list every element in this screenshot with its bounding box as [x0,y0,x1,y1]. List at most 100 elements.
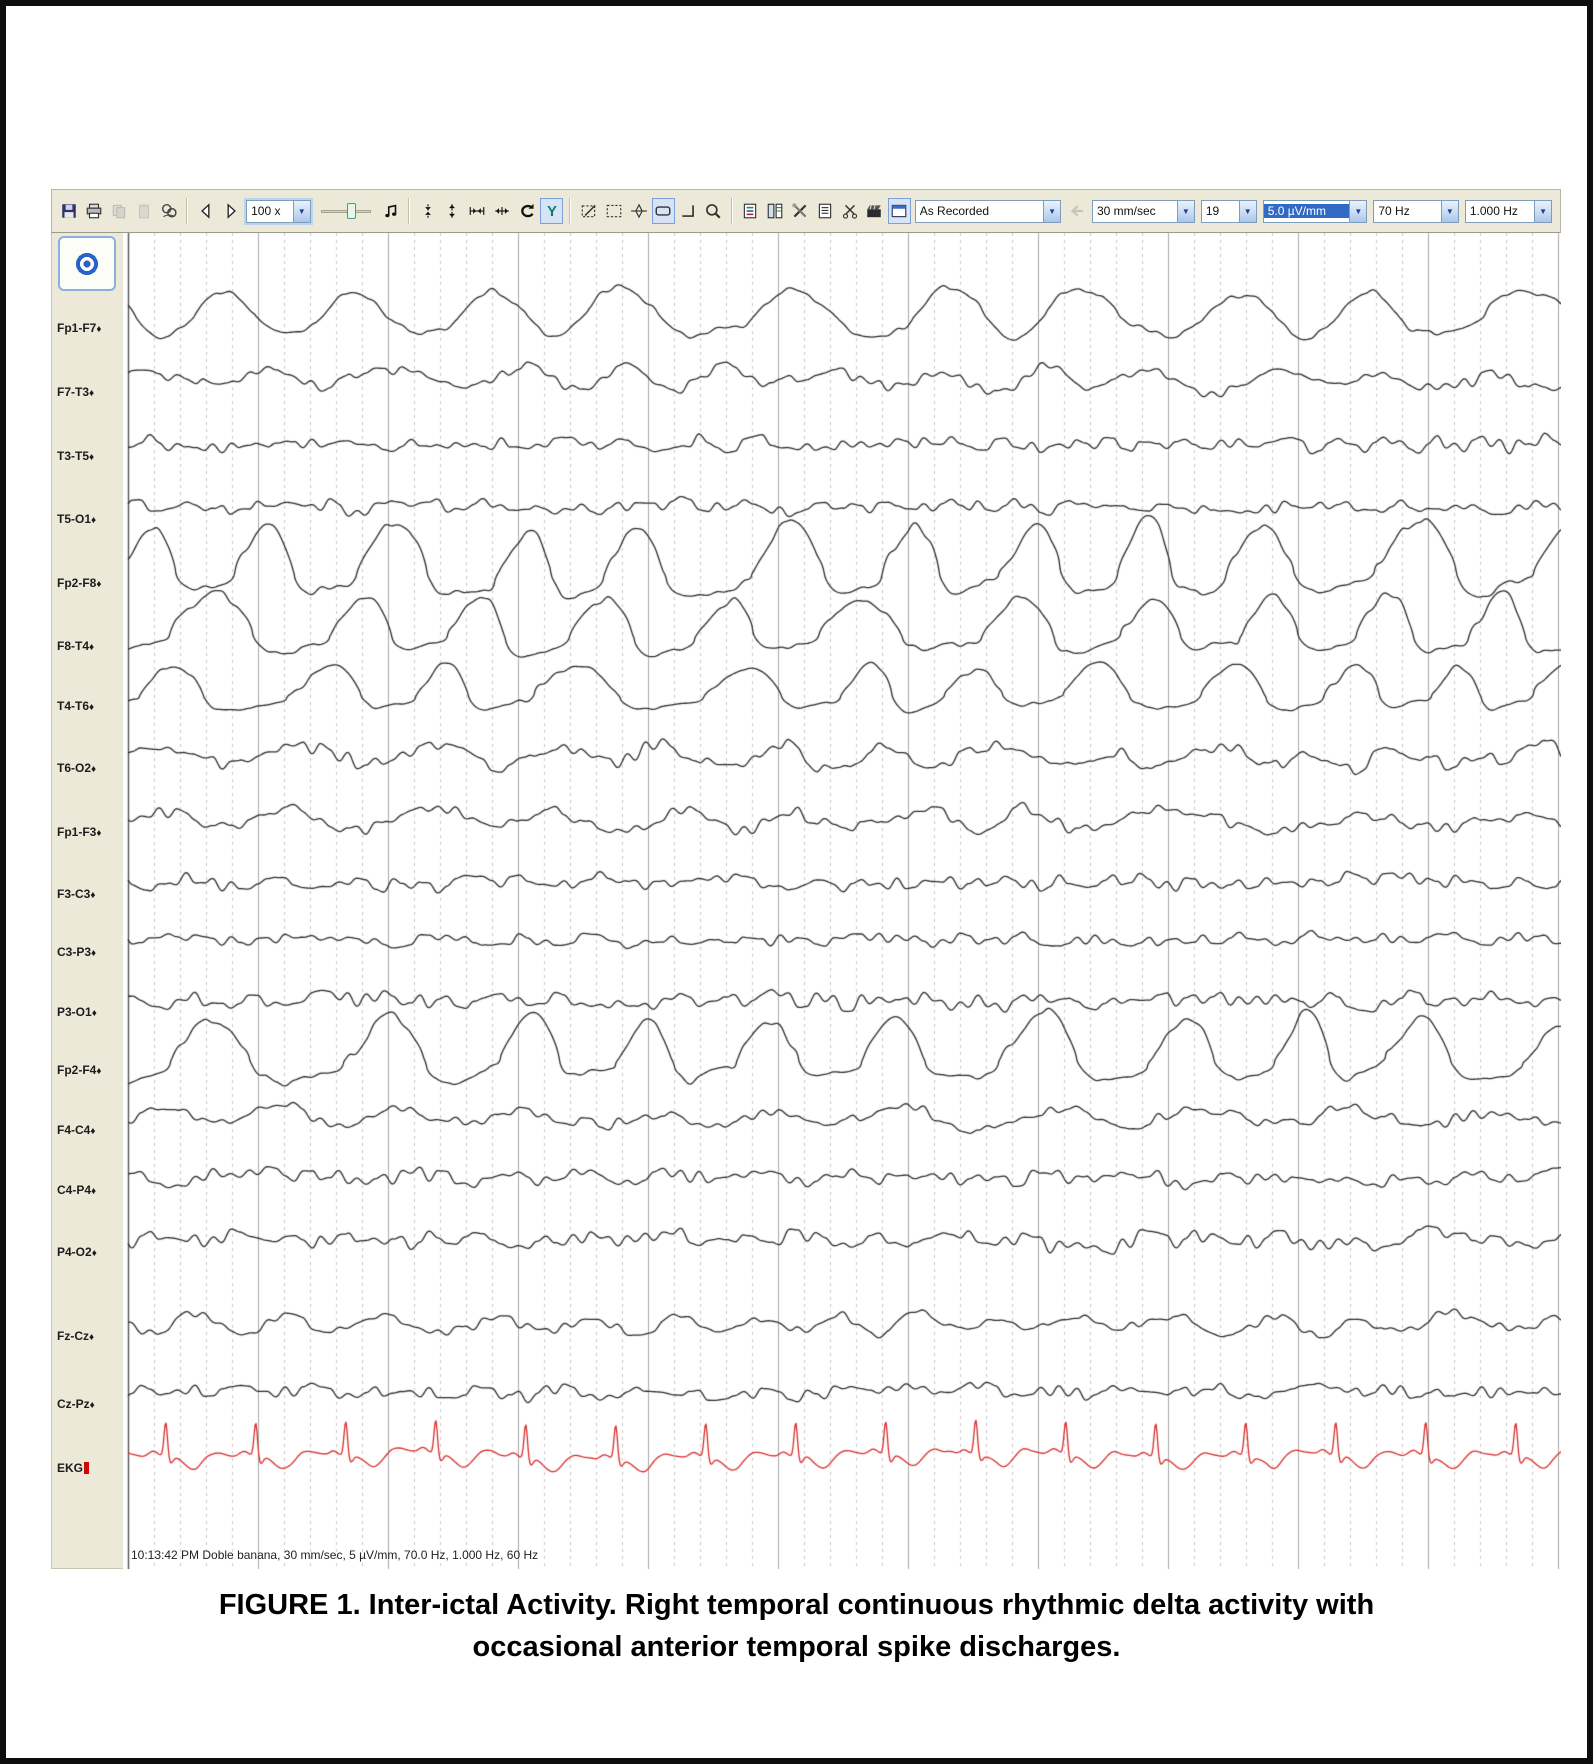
caption-line1: FIGURE 1. Inter-ictal Activity. Right te… [218,1589,1375,1621]
compress-rows-button[interactable] [416,198,439,224]
channel-label-p4-o2[interactable]: P4-O2♦ [57,1245,97,1261]
montage-editor-button[interactable] [763,198,786,224]
channel-label-f4-c4[interactable]: F4-C4♦ [57,1123,95,1139]
montage-dropdown[interactable]: As Recorded ▼ [914,199,1062,223]
next-page-button[interactable] [219,198,242,224]
speed-slider[interactable] [320,201,372,221]
save-icon [60,202,78,220]
save-button[interactable] [58,198,81,224]
report-icon [741,202,759,220]
figure-caption: FIGURE 1. Inter-ictal Activity. Right te… [6,1584,1587,1668]
channel-label-t3-t5[interactable]: T3-T5♦ [57,449,94,465]
audio-button[interactable] [379,198,402,224]
channel-name: F7-T3 [57,385,90,399]
zoom-tool-icon [704,202,722,220]
ekg-marker-bar [84,1462,90,1474]
channel-label-f7-t3[interactable]: F7-T3♦ [57,385,94,401]
channel-diamond-marker: ♦ [89,1400,95,1411]
select-box-button[interactable] [602,198,625,224]
y-axis-tool-icon: Y [543,202,561,220]
channel-label-c4-p4[interactable]: C4-P4♦ [57,1183,96,1199]
scissors-button[interactable] [838,198,861,224]
next-page-icon [222,202,240,220]
channel-label-f3-c3[interactable]: F3-C3♦ [57,887,95,903]
low_filter-dropdown[interactable]: 1.000 Hz ▼ [1464,199,1553,223]
video-icon [865,202,883,220]
channel-label-fz-cz[interactable]: Fz-Cz♦ [57,1329,94,1345]
channels-dropdown[interactable]: 19 ▼ [1200,199,1257,223]
window-layout-button[interactable] [887,198,911,224]
chevron-down-icon[interactable]: ▼ [1043,200,1061,222]
channel-label-p3-o1[interactable]: P3-O1♦ [57,1005,97,1021]
expand-time-button[interactable] [491,198,514,224]
channel-label-fp1-f3[interactable]: Fp1-F3♦ [57,825,101,841]
y-axis-tool-button[interactable]: Y [540,198,564,224]
channel-diamond-marker: ♦ [96,1066,102,1077]
tools-button[interactable] [788,198,811,224]
scissors-icon [841,202,859,220]
channel-diamond-marker: ♦ [96,828,102,839]
chevron-down-icon[interactable]: ▼ [1238,200,1256,222]
caption-line2: occasional anterior temporal spike disch… [472,1631,1121,1664]
channel-label-t4-t6[interactable]: T4-T6♦ [57,699,94,715]
zoom-dropdown[interactable]: 100 x ▼ [244,197,313,225]
measure-corner-icon [679,202,697,220]
status-line: 10:13:42 PM Doble banana, 30 mm/sec, 5 µ… [131,1548,539,1562]
toolbar-separator [408,198,411,224]
compress-time-button[interactable] [466,198,489,224]
measure-corner-button[interactable] [677,198,700,224]
event-marker-button[interactable] [58,236,116,291]
expand-rows-button[interactable] [441,198,464,224]
channel-diamond-marker: ♦ [91,515,97,526]
montage-editor-icon [766,202,784,220]
annotation-box-button[interactable] [651,198,675,224]
toolbar-separator [569,198,572,224]
video-button[interactable] [863,198,886,224]
chevron-down-icon[interactable]: ▼ [1440,200,1458,222]
select-pen-button[interactable] [577,198,600,224]
channel-diamond-marker: ♦ [91,1008,97,1019]
patient-info-button[interactable] [158,198,181,224]
channel-label-fp2-f4[interactable]: Fp2-F4♦ [57,1063,101,1079]
print-icon [85,202,103,220]
prev-page-button[interactable] [194,198,217,224]
high_filter-dropdown[interactable]: 70 Hz ▼ [1373,199,1459,223]
channel-label-fp1-f7[interactable]: Fp1-F7♦ [57,321,101,337]
print-button[interactable] [83,198,106,224]
channel-label-fp2-f8[interactable]: Fp2-F8♦ [57,576,101,592]
expand-rows-icon [443,202,461,220]
channel-diamond-marker: ♦ [90,890,96,901]
paste-icon [135,202,153,220]
channel-label-c3-p3[interactable]: C3-P3♦ [57,945,96,961]
crosshair-button[interactable] [627,198,650,224]
apply-arrow-button [1065,198,1088,224]
speed-dropdown[interactable]: 30 mm/sec ▼ [1091,199,1195,223]
sensitivity-dropdown[interactable]: 5.0 µV/mm ▼ [1262,199,1368,223]
svg-text:Y: Y [547,204,557,220]
channel-label-f8-t4[interactable]: F8-T4♦ [57,639,94,655]
undo-icon [518,202,536,220]
annotation-box-icon [654,202,672,220]
report-button[interactable] [739,198,762,224]
eeg-viewer-window: 100 x ▼ Y As Recorded ▼ 30 mm/sec ▼ 19 ▼ 5.0 µV/m… [51,189,1561,1569]
document-button[interactable] [813,198,836,224]
channel-label-t5-o1[interactable]: T5-O1♦ [57,512,96,528]
channel-diamond-marker: ♦ [90,1126,96,1137]
channel-name: T5-O1 [57,512,92,526]
select-pen-icon [580,202,598,220]
channel-name: C3-P3 [57,945,92,959]
chevron-down-icon[interactable]: ▼ [1534,200,1552,222]
channel-label-cz-pz[interactable]: Cz-Pz♦ [57,1397,95,1413]
chevron-down-icon[interactable]: ▼ [1176,200,1194,222]
channel-label-t6-o2[interactable]: T6-O2♦ [57,761,96,777]
eeg-traces-canvas[interactable] [123,233,1561,1569]
chevron-down-icon[interactable]: ▼ [1349,200,1367,222]
channel-label-ekg[interactable]: EKG [57,1461,90,1475]
undo-button[interactable] [516,198,539,224]
slider-thumb[interactable] [346,203,356,219]
zoom-tool-button[interactable] [702,198,725,224]
apply-arrow-icon [1068,202,1086,220]
chevron-down-icon[interactable]: ▼ [292,200,310,222]
trace-area[interactable]: 10:13:42 PM Doble banana, 30 mm/sec, 5 µ… [123,233,1561,1569]
